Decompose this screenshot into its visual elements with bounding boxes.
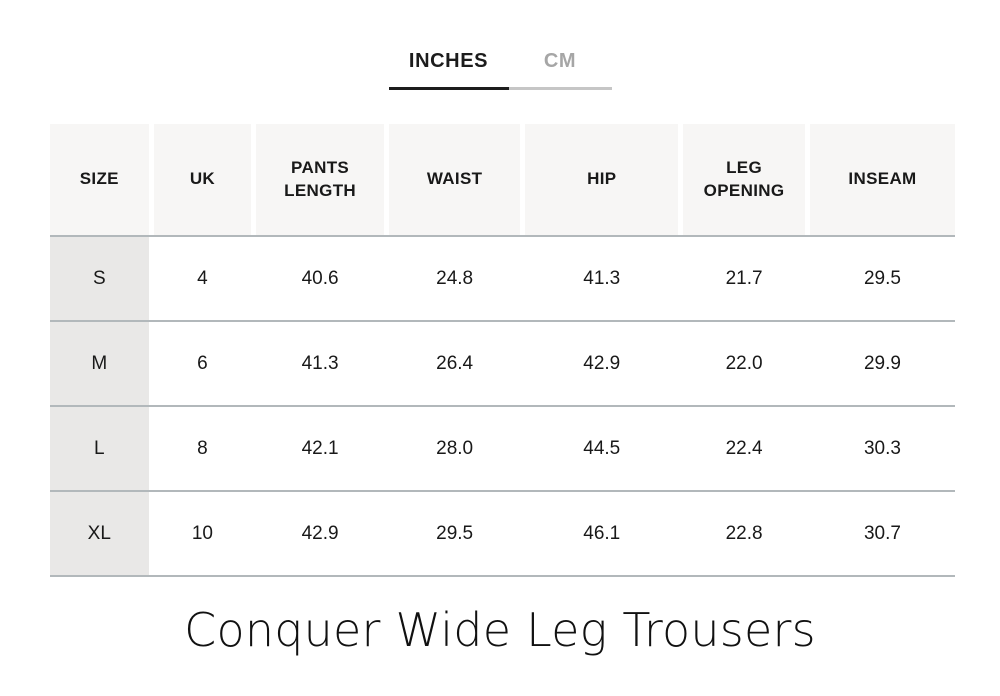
inseam-value: 30.7 [809,492,955,575]
size-label: L [50,407,149,490]
waist-value: 26.4 [388,322,521,405]
table-row-s: S 4 40.6 24.8 41.3 21.7 29.5 [50,237,955,320]
waist-value: 24.8 [388,237,521,320]
uk-value: 10 [153,492,252,575]
column-header-waist: WAIST [388,124,521,235]
column-header-uk: UK [153,124,252,235]
leg-opening-value: 22.8 [683,492,805,575]
inseam-value: 29.9 [809,322,955,405]
waist-value: 29.5 [388,492,521,575]
uk-value: 8 [153,407,252,490]
row-divider [50,490,955,492]
table-bottom-divider [50,575,955,577]
table-row-xl: XL 10 42.9 29.5 46.1 22.8 30.7 [50,492,955,575]
size-label: XL [50,492,149,575]
hip-value: 42.9 [525,322,679,405]
pants-length-value: 41.3 [256,322,384,405]
size-label: S [50,237,149,320]
pants-length-value: 42.9 [256,492,384,575]
unit-tabs: INCHES CM [0,0,1000,90]
pants-length-value: 40.6 [256,237,384,320]
table-row-l: L 8 42.1 28.0 44.5 22.4 30.3 [50,407,955,490]
size-chart-table: SIZE UK PANTS LENGTH WAIST HIP LEG OPENI… [50,124,955,577]
uk-value: 6 [153,322,252,405]
uk-value: 4 [153,237,252,320]
table-row-m: M 6 41.3 26.4 42.9 22.0 29.9 [50,322,955,405]
column-header-leg-opening: LEG OPENING [683,124,805,235]
table-header-row: SIZE UK PANTS LENGTH WAIST HIP LEG OPENI… [50,124,955,235]
row-divider [50,405,955,407]
hip-value: 41.3 [525,237,679,320]
hip-value: 46.1 [525,492,679,575]
size-label: M [50,322,149,405]
leg-opening-value: 22.0 [683,322,805,405]
leg-opening-value: 21.7 [683,237,805,320]
tab-cm[interactable]: CM [508,50,612,90]
inseam-value: 30.3 [809,407,955,490]
hip-value: 44.5 [525,407,679,490]
leg-opening-value: 22.4 [683,407,805,490]
page-title: Conquer Wide Leg Trousers [184,603,816,657]
column-header-inseam: INSEAM [809,124,955,235]
inseam-value: 29.5 [809,237,955,320]
tab-inches[interactable]: INCHES [388,50,509,90]
column-header-size: SIZE [50,124,149,235]
waist-value: 28.0 [388,407,521,490]
row-divider [50,320,955,322]
pants-length-value: 42.1 [256,407,384,490]
column-header-pants-length: PANTS LENGTH [256,124,384,235]
column-header-hip: HIP [525,124,679,235]
row-divider [50,235,955,237]
